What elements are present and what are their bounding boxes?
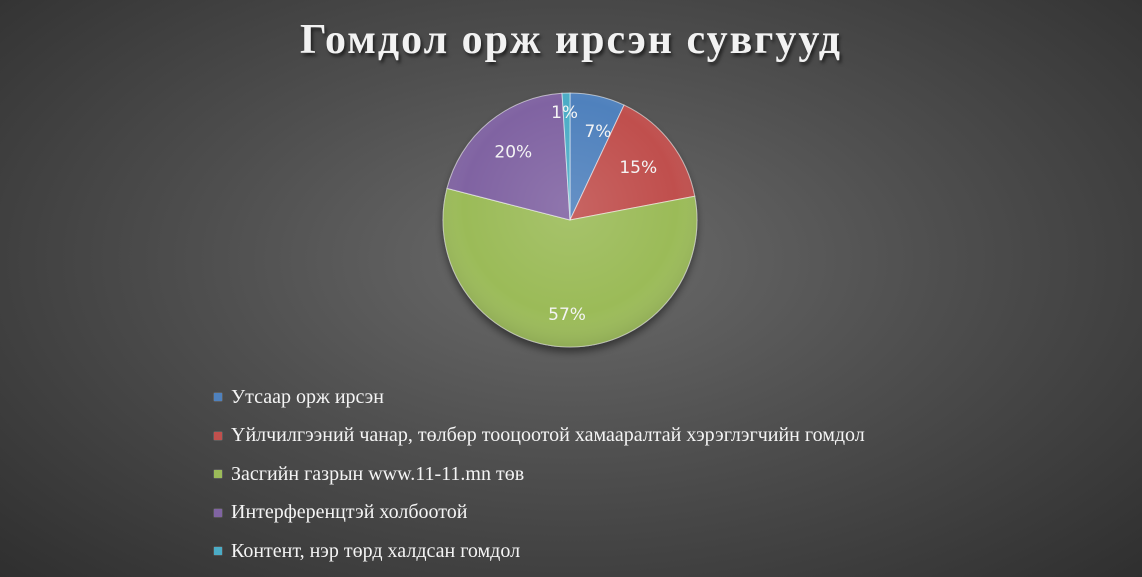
legend-label-2: Үйлчилгээний чанар, төлбөр тооцоотой хам… xyxy=(231,424,865,447)
legend: Утсаар орж ирсэн Үйлчилгээний чанар, төлб… xyxy=(214,378,865,571)
data-label-5: 1% xyxy=(551,103,578,123)
legend-item-2: Үйлчилгээний чанар, төлбөр тооцоотой хам… xyxy=(214,417,865,456)
data-label-1: 7% xyxy=(584,122,611,142)
legend-swatch-5 xyxy=(214,547,222,556)
legend-item-3: Засгийн газрын www.11-11.mn төв xyxy=(214,455,865,494)
legend-label-1: Утсаар орж ирсэн xyxy=(231,385,384,408)
data-label-4: 20% xyxy=(494,143,532,163)
legend-swatch-4 xyxy=(214,508,222,517)
legend-label-4: Интерференцтэй холбоотой xyxy=(231,501,468,524)
legend-label-3: Засгийн газрын www.11-11.mn төв xyxy=(231,462,525,485)
legend-swatch-3 xyxy=(214,470,222,479)
legend-item-1: Утсаар орж ирсэн xyxy=(214,378,865,417)
data-label-2: 15% xyxy=(619,158,657,178)
legend-swatch-2 xyxy=(214,431,222,440)
legend-label-5: Контент, нэр төрд халдсан гомдол xyxy=(231,539,521,562)
data-label-3: 57% xyxy=(548,305,586,325)
legend-item-5: Контент, нэр төрд халдсан гомдол xyxy=(214,532,865,571)
chart-title: Гомдол орж ирсэн сувгууд xyxy=(300,17,842,63)
legend-item-4: Интерференцтэй холбоотой xyxy=(214,494,865,533)
legend-swatch-1 xyxy=(214,393,222,402)
